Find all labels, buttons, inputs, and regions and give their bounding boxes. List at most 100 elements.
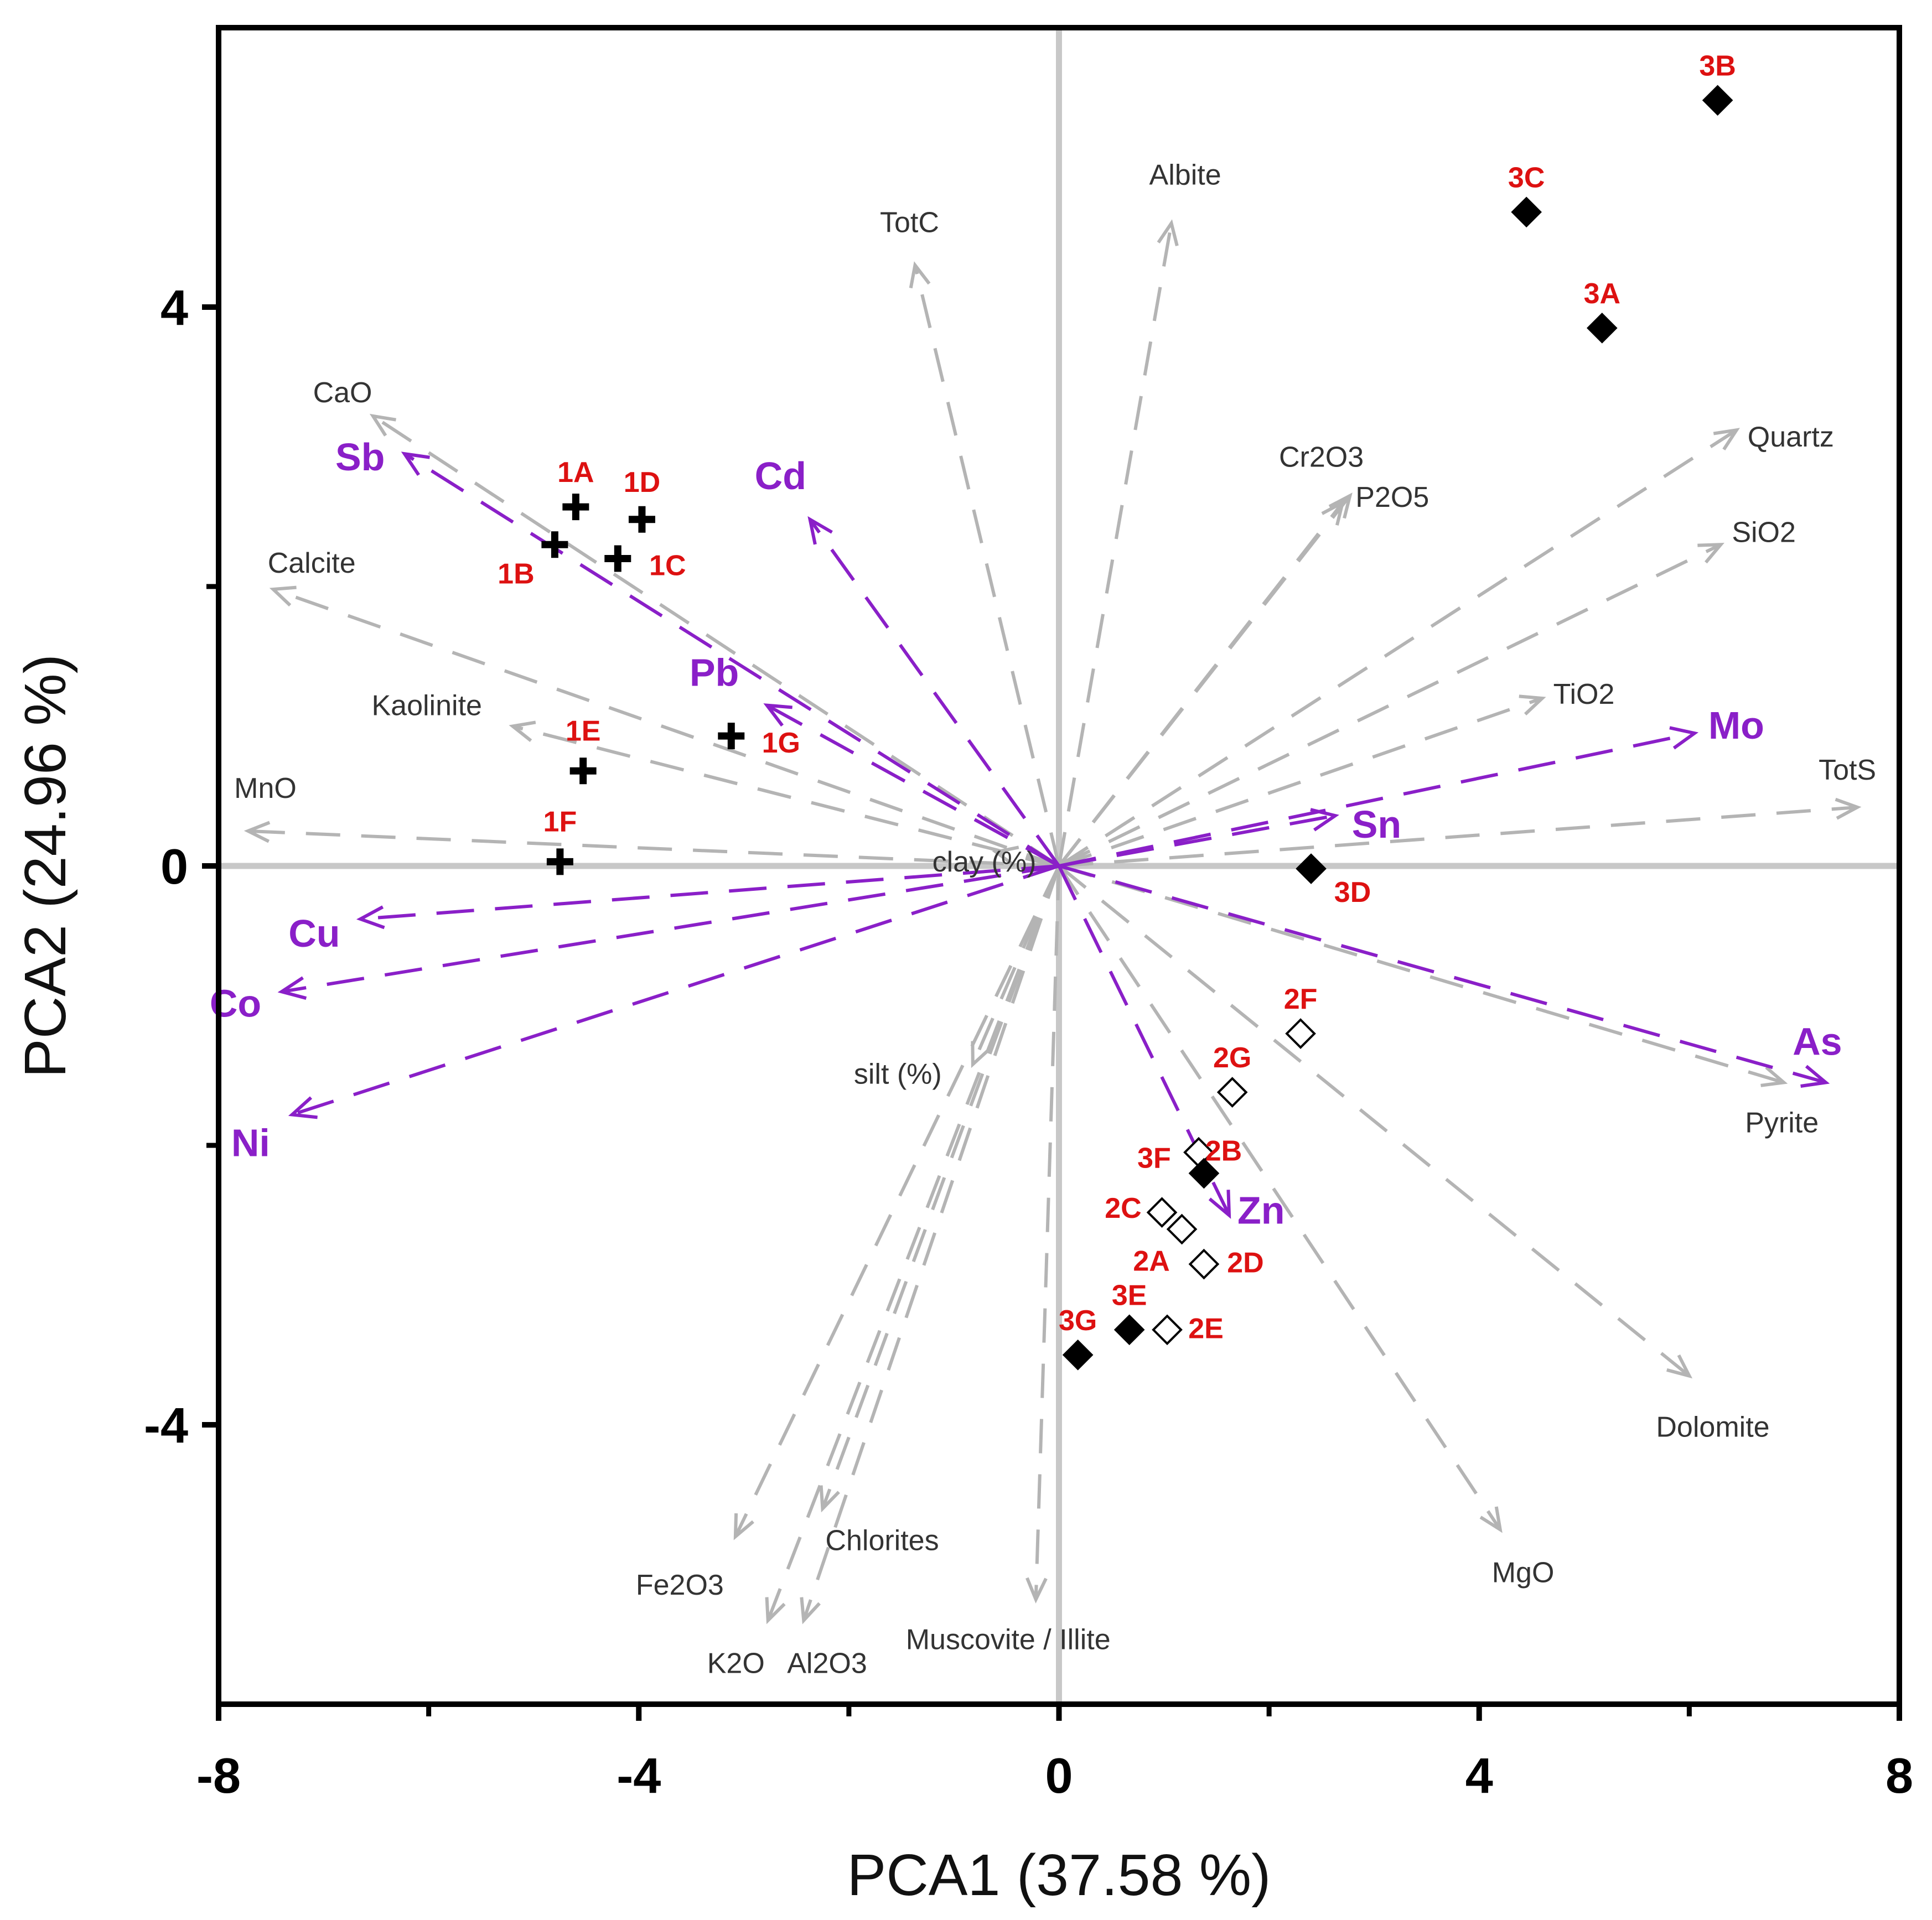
variable-vector-line — [512, 724, 1060, 868]
y-axis-title: PCA2 (24.96 %) — [13, 654, 78, 1078]
sample-label-2e: 2E — [1188, 1312, 1224, 1345]
sample-point-3f — [1188, 1158, 1220, 1189]
y-tick-label: 4 — [160, 281, 188, 336]
variable-vector-tio2 — [1058, 694, 1546, 868]
sample-label-1b: 1B — [498, 558, 534, 590]
variable-vector-head — [1666, 1354, 1693, 1379]
sample-point-1b — [541, 531, 568, 558]
variable-label-pyrite: Pyrite — [1745, 1107, 1819, 1139]
sample-marker-diamond-filled — [1296, 853, 1327, 884]
variable-label-silt: silt (%) — [854, 1058, 942, 1091]
metal-vector-head — [1208, 1190, 1231, 1219]
variable-vector-head — [369, 413, 396, 437]
metal-vector-line — [1058, 864, 1826, 1084]
variable-vector-p2o5 — [1058, 492, 1353, 867]
metal-vector-ni — [288, 864, 1060, 1119]
metal-vector-line — [291, 864, 1060, 1117]
x-tick-label: -4 — [617, 1748, 661, 1804]
variable-vector-tots — [1059, 797, 1862, 868]
y-tick-label: 0 — [160, 839, 188, 895]
metal-vector-head — [807, 516, 833, 545]
sample-marker-diamond-filled — [1511, 196, 1542, 228]
variable-label-al2o3: Al2O3 — [787, 1648, 867, 1680]
metal-vector-mo — [1058, 726, 1699, 868]
sample-point-3a — [1587, 313, 1618, 344]
sample-point-2e — [1152, 1314, 1183, 1346]
metal-label-sn: Sn — [1352, 803, 1401, 846]
sample-point-1c — [604, 545, 631, 572]
variable-label-muscovite-illite: Muscovite / Illite — [906, 1624, 1111, 1656]
sample-marker-diamond-filled — [1113, 1314, 1145, 1346]
metal-label-cu: Cu — [288, 912, 340, 955]
sample-point-3b — [1702, 85, 1733, 116]
variable-vector-mno — [244, 821, 1059, 868]
variable-vector-chlorites — [819, 865, 1061, 1513]
variable-vector-head — [992, 845, 1019, 868]
metal-vector-pb — [763, 703, 1060, 868]
sample-label-2g: 2G — [1213, 1042, 1251, 1074]
variable-vector-head — [733, 1513, 754, 1540]
metal-vector-head — [401, 452, 430, 476]
variable-vector-line — [272, 588, 1060, 868]
variable-label-cr2o3: Cr2O3 — [1279, 442, 1364, 474]
variable-vector-line — [1058, 865, 1502, 1531]
sample-marker-diamond-open — [1166, 1213, 1198, 1245]
sample-label-1c: 1C — [649, 550, 686, 582]
variable-label-totc: TotC — [880, 206, 939, 238]
variable-vector-albite — [1057, 219, 1179, 866]
variable-vector-line — [1058, 864, 1785, 1084]
variable-vector-head — [909, 261, 931, 289]
sample-marker-diamond-filled — [1702, 85, 1733, 116]
sample-point-2f — [1285, 1018, 1316, 1049]
variable-vector-kaolinite — [509, 720, 1060, 868]
sample-points — [541, 85, 1733, 1371]
sample-marker-diamond-open — [1152, 1314, 1183, 1346]
metal-label-cd: Cd — [755, 454, 806, 497]
metal-vector-head — [288, 1096, 318, 1119]
metal-vector-head — [277, 976, 307, 1000]
variable-label-kaolinite: Kaolinite — [371, 690, 481, 722]
sample-label-3e: 3E — [1112, 1279, 1147, 1311]
sample-label-3c: 3C — [1508, 162, 1545, 194]
variable-label-clay: clay (%) — [933, 846, 1037, 878]
sample-label-2a: 2A — [1133, 1246, 1169, 1278]
variable-label-cao: CaO — [313, 377, 372, 409]
metal-vector-head — [1800, 1065, 1830, 1088]
sample-point-2a — [1166, 1213, 1198, 1245]
sample-point-1d — [628, 506, 655, 533]
sample-label-3f: 3F — [1137, 1143, 1171, 1175]
variable-label-fe2o3: Fe2O3 — [636, 1569, 724, 1601]
x-tick-label: 0 — [1045, 1748, 1073, 1804]
metal-label-as: As — [1793, 1020, 1842, 1063]
variable-vector-mgo — [1058, 865, 1503, 1533]
variable-vector-sio2 — [1058, 543, 1724, 868]
sample-point-1a — [562, 494, 589, 521]
variable-label-mgo: MgO — [1492, 1556, 1555, 1589]
metal-vector-head — [1310, 808, 1339, 832]
sample-label-1e: 1E — [566, 715, 601, 747]
variable-label-mno: MnO — [234, 772, 297, 805]
y-tick-label: -4 — [144, 1398, 188, 1454]
metal-label-zn: Zn — [1237, 1189, 1285, 1232]
variable-label-sio2: SiO2 — [1732, 516, 1796, 548]
sample-label-2d: 2D — [1227, 1247, 1263, 1279]
variable-vector-head — [1760, 1066, 1788, 1087]
metal-vector-line — [403, 452, 1060, 868]
sample-point-3d — [1296, 853, 1327, 884]
variable-vector-head — [1479, 1506, 1503, 1533]
variable-label-tots: TotS — [1819, 754, 1876, 786]
variable-vector-line — [802, 865, 1061, 1621]
variable-vector-head — [1713, 428, 1740, 450]
metal-vector-sn — [1058, 808, 1339, 868]
sample-point-3e — [1113, 1314, 1145, 1346]
sample-point-1g — [718, 723, 745, 750]
variable-vector-line — [766, 865, 1061, 1621]
variable-vector-silt — [971, 865, 1061, 1068]
sample-marker-diamond-filled — [1188, 1158, 1220, 1189]
sample-label-1d: 1D — [624, 466, 660, 499]
variable-vector-muscovite-illite — [1025, 865, 1061, 1604]
x-tick-label: 8 — [1886, 1748, 1913, 1804]
metal-label-sb: Sb — [335, 435, 385, 479]
sample-label-1f: 1F — [543, 806, 577, 838]
